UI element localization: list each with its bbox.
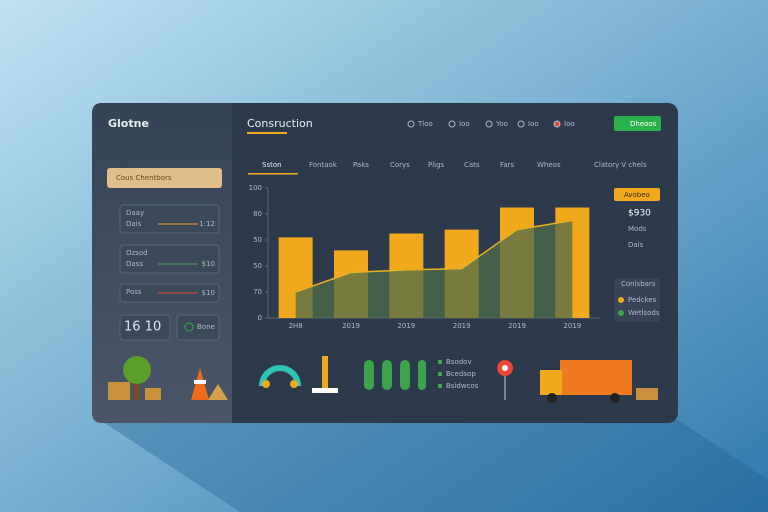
y-tick-label: 100: [249, 184, 262, 192]
header-icon[interactable]: [553, 120, 561, 128]
summary-value: $930: [628, 209, 651, 219]
legend-box: [614, 278, 660, 322]
tab[interactable]: Cats: [464, 161, 480, 169]
y-tick-label: 50: [253, 262, 262, 270]
badge: Bone: [197, 323, 215, 331]
x-tick-label: 2019: [342, 322, 360, 330]
header-button[interactable]: Yoo: [495, 120, 508, 128]
sidebar-heading: Cous Chentbors: [116, 174, 172, 182]
summary-button-label[interactable]: Avobeo: [624, 191, 650, 199]
x-tick-label: 2H8: [289, 322, 303, 330]
shadow: [100, 420, 768, 512]
tab[interactable]: Wheos: [537, 161, 561, 169]
x-tick-label: 2019: [453, 322, 471, 330]
stat-title: Daay: [126, 209, 144, 217]
clock: 16 10: [124, 320, 161, 335]
y-tick-label: 70: [253, 288, 262, 296]
x-tick-label: 2019: [508, 322, 526, 330]
legend-dot: [618, 310, 624, 316]
stat-value: $10: [202, 260, 215, 268]
header-button[interactable]: Ioo: [564, 120, 575, 128]
x-tick-label: 2019: [397, 322, 415, 330]
x-tick-label: 2019: [563, 322, 581, 330]
tree: [108, 356, 161, 400]
header-icon[interactable]: [517, 120, 525, 128]
truck: [540, 360, 658, 403]
tab[interactable]: Fontaok: [309, 161, 338, 169]
y-tick-label: 50: [253, 236, 262, 244]
stat-card: [119, 244, 220, 274]
stat-title: Ozsod: [126, 249, 148, 257]
summary-row: Dais: [628, 241, 644, 249]
tab[interactable]: Sston: [262, 161, 282, 169]
header-button[interactable]: Ioo: [459, 120, 470, 128]
legend-item: Wetlsods: [628, 309, 660, 317]
header-button[interactable]: Ioo: [528, 120, 539, 128]
bottom-legend-item: Bsodov: [446, 358, 472, 366]
legend-swatch: [438, 384, 442, 388]
stat-card: [119, 204, 220, 234]
stat-title: Poss: [126, 288, 142, 296]
bottom-legend-item: Bsidwcos: [446, 382, 479, 390]
pin: [497, 360, 513, 400]
legend-item: Pedckes: [628, 296, 657, 304]
badge-card: [176, 314, 220, 341]
underline: [247, 132, 287, 134]
summary-button[interactable]: [614, 188, 660, 201]
tab[interactable]: Fars: [500, 161, 515, 169]
y-tick-label: 0: [258, 314, 262, 322]
area-line: [295, 219, 573, 293]
y-tick-label: 80: [253, 210, 262, 218]
stat-label: Dais: [126, 220, 142, 228]
legend-swatch: [438, 360, 442, 364]
sidebar-heading-bg: [107, 168, 222, 188]
legend-dot: [618, 297, 624, 303]
bottom-legend-item: Bcedsop: [446, 370, 476, 378]
badge-icon: [184, 322, 194, 332]
header-icon[interactable]: [407, 120, 415, 128]
tab[interactable]: Pligs: [428, 161, 445, 169]
green-bars: [364, 360, 426, 390]
dashboard-card: [92, 103, 678, 423]
cone: [191, 368, 228, 400]
header-icon[interactable]: [485, 120, 493, 128]
stat-value: 1:12: [199, 220, 215, 228]
tab-underline: [248, 173, 298, 175]
legend-swatch: [438, 372, 442, 376]
action-button[interactable]: [614, 116, 661, 131]
crane-icons: [259, 356, 338, 393]
header-button[interactable]: Tloo: [417, 120, 433, 128]
stat-value: $10: [202, 289, 215, 297]
tab[interactable]: Corys: [390, 161, 410, 169]
stat-label: Dass: [126, 260, 143, 268]
brand: Glotne: [108, 117, 149, 130]
tab[interactable]: Paks: [353, 161, 369, 169]
tab[interactable]: Clatory V chels: [594, 161, 647, 169]
clock-card: [119, 314, 171, 341]
summary-row: Mods: [628, 225, 647, 233]
header-title: Consruction: [247, 117, 313, 130]
header-icon[interactable]: [448, 120, 456, 128]
legend-title: Conisbars: [621, 280, 656, 288]
action-label[interactable]: Dheoos: [630, 120, 657, 128]
